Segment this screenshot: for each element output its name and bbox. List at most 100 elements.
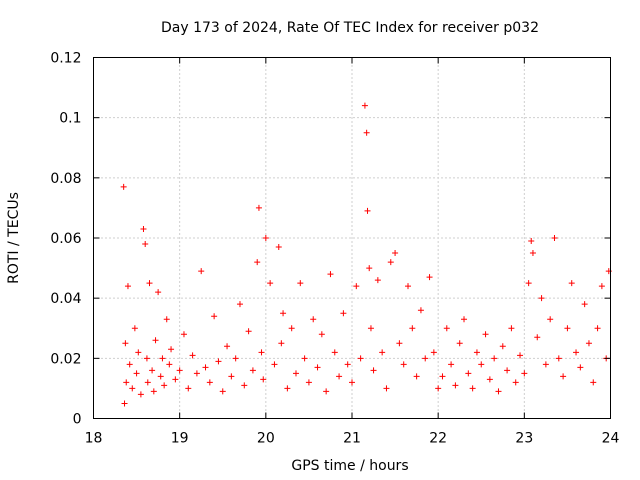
data-point bbox=[435, 385, 442, 392]
data-point bbox=[443, 325, 450, 332]
data-point bbox=[224, 343, 231, 350]
data-point bbox=[314, 364, 321, 371]
data-point bbox=[396, 340, 403, 347]
data-point bbox=[198, 268, 205, 275]
data-point bbox=[245, 328, 252, 335]
data-point bbox=[430, 349, 437, 356]
data-point bbox=[581, 301, 588, 308]
data-point bbox=[482, 331, 489, 338]
data-point bbox=[318, 331, 325, 338]
data-point bbox=[146, 280, 153, 287]
x-tick-label: 21 bbox=[343, 431, 361, 447]
data-point bbox=[137, 391, 144, 398]
data-point bbox=[163, 316, 170, 323]
data-point bbox=[271, 361, 278, 368]
data-point bbox=[379, 349, 386, 356]
data-point bbox=[278, 340, 285, 347]
data-point bbox=[202, 364, 209, 371]
y-tick-label: 0.06 bbox=[50, 231, 81, 247]
data-point bbox=[448, 361, 455, 368]
data-point bbox=[357, 355, 364, 362]
data-point bbox=[577, 364, 584, 371]
data-point bbox=[568, 280, 575, 287]
data-point bbox=[331, 349, 338, 356]
data-point bbox=[275, 244, 282, 251]
data-point bbox=[126, 361, 133, 368]
data-point bbox=[594, 325, 601, 332]
data-point bbox=[149, 367, 156, 374]
data-point bbox=[185, 385, 192, 392]
data-point bbox=[133, 370, 140, 377]
x-tick-label: 24 bbox=[602, 431, 620, 447]
data-point bbox=[249, 367, 256, 374]
data-point bbox=[166, 361, 173, 368]
y-tick-label: 0.12 bbox=[50, 51, 81, 67]
data-point bbox=[400, 361, 407, 368]
data-point bbox=[461, 316, 468, 323]
data-point bbox=[598, 283, 605, 290]
data-point bbox=[124, 283, 131, 290]
data-point bbox=[232, 355, 239, 362]
x-tick-label: 20 bbox=[257, 431, 275, 447]
data-point bbox=[129, 385, 136, 392]
x-tick-label: 19 bbox=[171, 431, 189, 447]
data-point bbox=[297, 280, 304, 287]
data-point bbox=[366, 265, 373, 272]
data-point bbox=[131, 325, 138, 332]
data-point bbox=[473, 349, 480, 356]
data-point bbox=[374, 277, 381, 284]
data-point bbox=[143, 355, 150, 362]
x-tick-label: 22 bbox=[429, 431, 447, 447]
y-tick-label: 0.08 bbox=[50, 171, 81, 187]
data-point bbox=[560, 373, 567, 380]
data-point bbox=[555, 355, 562, 362]
data-point bbox=[121, 400, 128, 407]
y-axis-label: ROTI / TECUs bbox=[6, 192, 22, 284]
data-point bbox=[135, 349, 142, 356]
data-point bbox=[144, 379, 151, 386]
data-point bbox=[469, 385, 476, 392]
data-point bbox=[327, 271, 334, 278]
data-point bbox=[491, 355, 498, 362]
data-point bbox=[367, 325, 374, 332]
data-point bbox=[301, 355, 308, 362]
data-point bbox=[168, 346, 175, 353]
data-point bbox=[228, 373, 235, 380]
data-point bbox=[284, 385, 291, 392]
y-tick-label: 0 bbox=[73, 412, 82, 428]
data-point bbox=[206, 379, 213, 386]
axis-ticks: 18 19 20 21 22 23 24 0 0.02 0.04 0.06 0.08 0.1 0.12 bbox=[50, 51, 619, 447]
data-point bbox=[364, 207, 371, 214]
data-point bbox=[236, 301, 243, 308]
data-point bbox=[254, 259, 261, 266]
data-point bbox=[452, 382, 459, 389]
data-point bbox=[241, 382, 248, 389]
data-point bbox=[495, 388, 502, 395]
data-point bbox=[292, 370, 299, 377]
data-point bbox=[344, 361, 351, 368]
data-point bbox=[383, 385, 390, 392]
data-point bbox=[512, 379, 519, 386]
data-point bbox=[564, 325, 571, 332]
data-point bbox=[152, 337, 159, 344]
data-point bbox=[258, 349, 265, 356]
data-point bbox=[517, 352, 524, 359]
data-point bbox=[439, 373, 446, 380]
data-point bbox=[340, 310, 347, 317]
data-point bbox=[260, 376, 267, 383]
data-point bbox=[140, 225, 147, 232]
data-point bbox=[123, 379, 130, 386]
data-point bbox=[370, 367, 377, 374]
data-point bbox=[486, 376, 493, 383]
data-point bbox=[456, 340, 463, 347]
grid-lines bbox=[93, 57, 611, 419]
data-point bbox=[288, 325, 295, 332]
data-point bbox=[422, 355, 429, 362]
data-point bbox=[417, 307, 424, 314]
data-point bbox=[159, 355, 166, 362]
data-point bbox=[528, 238, 535, 245]
data-point bbox=[465, 370, 472, 377]
data-point bbox=[525, 280, 532, 287]
data-point bbox=[189, 352, 196, 359]
